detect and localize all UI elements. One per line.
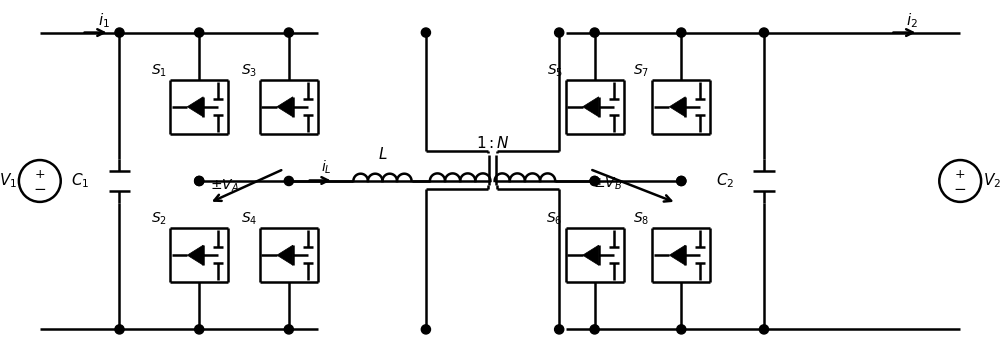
Circle shape [677, 325, 686, 334]
Circle shape [284, 325, 293, 334]
Circle shape [284, 176, 293, 186]
Text: $V_2$: $V_2$ [983, 172, 1000, 190]
Text: +: + [34, 168, 45, 181]
Text: $\pm V_B$: $\pm V_B$ [593, 176, 623, 192]
Circle shape [677, 176, 686, 186]
Text: $C_1$: $C_1$ [71, 172, 90, 190]
Polygon shape [669, 97, 685, 117]
Text: −: − [954, 182, 967, 197]
Text: $S_2$: $S_2$ [151, 211, 167, 227]
Text: $L$: $L$ [378, 146, 387, 162]
Text: $S_3$: $S_3$ [241, 63, 257, 79]
Circle shape [759, 28, 769, 37]
Polygon shape [583, 245, 599, 265]
Text: $C_2$: $C_2$ [716, 172, 734, 190]
Circle shape [677, 28, 686, 37]
Text: $i_1$: $i_1$ [98, 11, 110, 30]
Text: $\pm V_A$: $\pm V_A$ [210, 178, 239, 194]
Polygon shape [187, 97, 203, 117]
Circle shape [284, 28, 293, 37]
Circle shape [677, 176, 686, 186]
Polygon shape [277, 97, 293, 117]
Circle shape [590, 28, 599, 37]
Text: $S_5$: $S_5$ [547, 63, 563, 79]
Text: $i_L$: $i_L$ [321, 158, 332, 176]
Polygon shape [669, 245, 685, 265]
Text: $V_1$: $V_1$ [0, 172, 17, 190]
Text: $i_2$: $i_2$ [906, 11, 918, 30]
Circle shape [115, 325, 124, 334]
Polygon shape [583, 97, 599, 117]
Text: $S_6$: $S_6$ [546, 211, 563, 227]
Text: $S_4$: $S_4$ [241, 211, 257, 227]
Circle shape [759, 325, 769, 334]
Text: +: + [955, 168, 966, 181]
Circle shape [195, 176, 204, 186]
Circle shape [590, 325, 599, 334]
Circle shape [115, 28, 124, 37]
Circle shape [195, 176, 204, 186]
Circle shape [555, 28, 564, 37]
Text: $S_7$: $S_7$ [633, 63, 649, 79]
Circle shape [421, 28, 430, 37]
Circle shape [421, 325, 430, 334]
Circle shape [195, 28, 204, 37]
Text: −: − [33, 182, 46, 197]
Text: $1:N$: $1:N$ [476, 135, 509, 151]
Polygon shape [187, 245, 203, 265]
Circle shape [555, 325, 564, 334]
Polygon shape [277, 245, 293, 265]
Circle shape [590, 176, 599, 186]
Text: $S_1$: $S_1$ [151, 63, 167, 79]
Circle shape [590, 176, 599, 186]
Text: $S_8$: $S_8$ [633, 211, 649, 227]
Circle shape [195, 325, 204, 334]
